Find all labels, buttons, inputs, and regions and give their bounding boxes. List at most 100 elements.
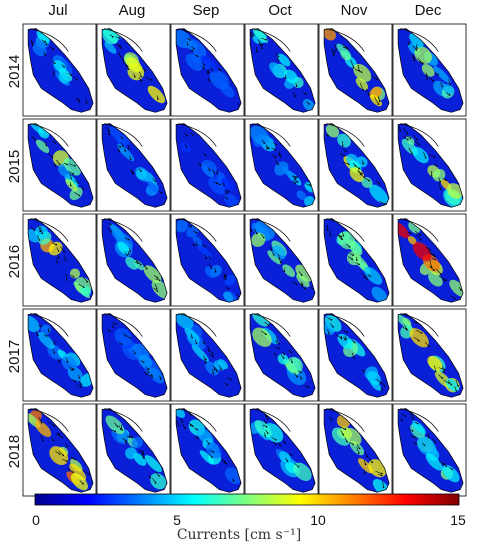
map-panel — [170, 213, 245, 307]
lake-shoreline — [397, 218, 464, 303]
speed-patch — [208, 177, 226, 195]
velocity-arrow-head — [56, 261, 59, 264]
colorbar-tick-5: 5 — [173, 512, 181, 528]
coastline — [252, 218, 291, 242]
velocity-arrow-head — [430, 175, 433, 177]
velocity-arrow-head — [366, 278, 368, 280]
velocity-arrow-head — [277, 59, 280, 62]
velocity-arrow — [70, 456, 76, 460]
velocity-arrow-head — [129, 250, 131, 252]
map-panel — [392, 213, 467, 307]
velocity-arrow-head — [219, 69, 222, 72]
current-speed-field — [102, 313, 168, 398]
velocity-arrow-head — [119, 55, 122, 58]
velocity-arrow-head — [223, 184, 225, 187]
velocity-arrow-head — [415, 443, 417, 445]
velocity-arrow-head — [451, 468, 453, 471]
velocity-arrow-head — [371, 461, 374, 464]
speed-patch — [336, 43, 352, 59]
velocity-arrow-head — [127, 148, 130, 150]
speed-patch — [279, 451, 292, 464]
velocity-arrow — [402, 326, 408, 331]
velocity-arrow-head — [120, 343, 123, 346]
velocity-arrow-head — [282, 357, 285, 359]
velocity-arrow — [408, 428, 413, 432]
velocity-arrow — [413, 135, 418, 140]
velocity-arrow-head — [62, 454, 65, 457]
velocity-arrow-head — [78, 377, 81, 379]
velocity-arrow-head — [295, 283, 298, 285]
current-speed-field — [176, 408, 242, 493]
speed-patch — [433, 65, 451, 84]
velocity-arrow — [415, 234, 422, 241]
velocity-arrow-head — [326, 229, 329, 231]
velocity-arrow — [107, 227, 112, 233]
velocity-arrow-head — [41, 232, 44, 235]
velocity-arrow — [69, 173, 72, 179]
velocity-arrow — [335, 44, 337, 50]
velocity-arrow-head — [418, 339, 420, 342]
velocity-arrow-head — [363, 472, 366, 474]
speed-patch — [37, 331, 55, 350]
velocity-arrow-head — [351, 258, 354, 261]
speed-patch — [286, 356, 303, 374]
velocity-arrow-head — [383, 385, 386, 387]
speed-patch — [147, 366, 165, 384]
speed-patch — [252, 327, 272, 347]
speed-patch — [136, 168, 147, 180]
map-panel — [96, 23, 171, 117]
velocity-arrow-head — [381, 389, 383, 391]
velocity-arrow — [37, 234, 40, 241]
speed-patch — [105, 415, 125, 435]
lake-shoreline — [27, 28, 94, 113]
lake-shoreline — [175, 28, 242, 113]
velocity-arrow-head — [45, 43, 48, 46]
speed-patch — [293, 462, 312, 481]
velocity-arrow-head — [356, 259, 358, 261]
velocity-arrow-head — [360, 71, 363, 73]
velocity-arrow-head — [432, 254, 435, 256]
velocity-arrow-head — [63, 66, 65, 68]
velocity-arrow — [154, 283, 157, 289]
velocity-arrow-head — [177, 424, 180, 427]
velocity-arrow-head — [300, 377, 303, 380]
map-panel — [318, 213, 393, 307]
velocity-arrow — [428, 265, 435, 271]
velocity-arrow-head — [448, 382, 450, 384]
month-label-dec: Dec — [414, 2, 442, 19]
colorbar-label: Currents [cm s⁻¹] — [176, 527, 302, 543]
velocity-arrow — [415, 230, 421, 236]
velocity-arrow-head — [330, 319, 333, 321]
velocity-arrow — [425, 246, 431, 251]
velocity-arrow-head — [332, 326, 334, 328]
speed-patch — [296, 190, 307, 200]
velocity-arrow-head — [263, 236, 265, 239]
velocity-arrow-head — [112, 36, 114, 38]
map-panel — [22, 23, 97, 117]
velocity-arrow — [429, 259, 432, 268]
lake-shoreline — [249, 28, 316, 113]
velocity-arrow-head — [125, 335, 127, 337]
velocity-arrow-head — [61, 436, 63, 439]
velocity-arrow — [138, 71, 142, 77]
velocity-arrow-head — [443, 371, 446, 373]
velocity-arrow-head — [127, 68, 130, 70]
velocity-arrow-head — [358, 447, 361, 450]
velocity-arrow-head — [79, 386, 82, 388]
velocity-arrow — [342, 46, 349, 50]
current-speed-field — [324, 218, 390, 303]
velocity-arrow-head — [72, 471, 74, 474]
velocity-arrow-head — [72, 173, 74, 175]
speed-patch — [131, 436, 144, 449]
speed-patch — [111, 228, 125, 242]
velocity-arrow-head — [140, 80, 143, 82]
current-speed-field — [102, 408, 168, 493]
velocity-arrow — [435, 268, 442, 275]
velocity-arrow-head — [352, 443, 354, 446]
velocity-arrow-head — [213, 368, 216, 371]
velocity-arrow-head — [363, 176, 366, 179]
velocity-arrow-head — [309, 184, 311, 186]
velocity-arrow-head — [413, 56, 416, 59]
velocity-arrow — [356, 443, 360, 449]
